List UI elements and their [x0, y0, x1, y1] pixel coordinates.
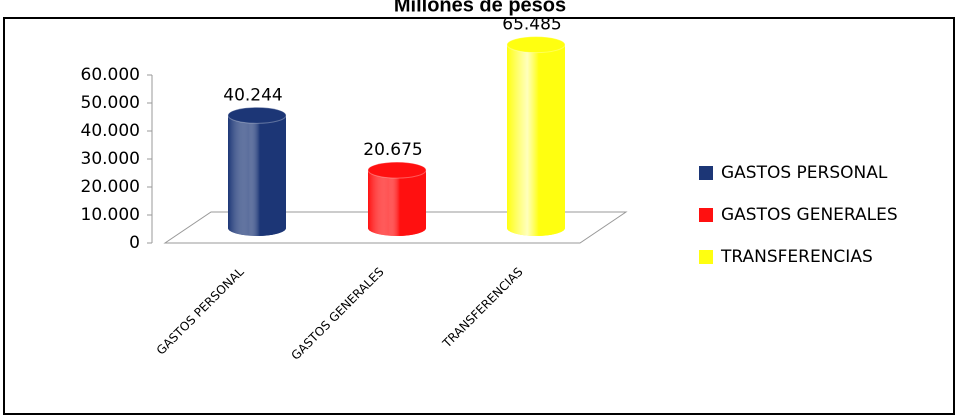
legend-swatch: [699, 250, 713, 264]
bar-shine: [368, 170, 426, 236]
y-tick-label: 40.000: [81, 121, 140, 141]
y-tick-label: 0: [129, 233, 140, 253]
value-label: 20.675: [363, 140, 422, 160]
y-tick-label: 50.000: [81, 93, 140, 113]
legend-label: GASTOS GENERALES: [721, 205, 898, 225]
y-tick-label: 20.000: [81, 177, 140, 197]
bar-shine: [228, 115, 286, 236]
legend-label: TRANSFERENCIAS: [720, 247, 873, 267]
legend-swatch: [699, 166, 713, 180]
chart-title: Millones de pesos: [394, 0, 566, 16]
legend-label: GASTOS PERSONAL: [721, 163, 888, 183]
y-tick-label: 30.000: [81, 149, 140, 169]
y-tick-label: 60.000: [81, 65, 140, 85]
value-label: 40.244: [223, 85, 282, 105]
bar-top: [227, 106, 287, 124]
bar-shine: [507, 44, 565, 236]
value-label: 65.485: [502, 15, 561, 35]
bar-top: [506, 36, 566, 54]
legend-swatch: [699, 208, 713, 222]
y-tick-label: 10.000: [81, 205, 140, 225]
bar-top: [367, 161, 427, 179]
